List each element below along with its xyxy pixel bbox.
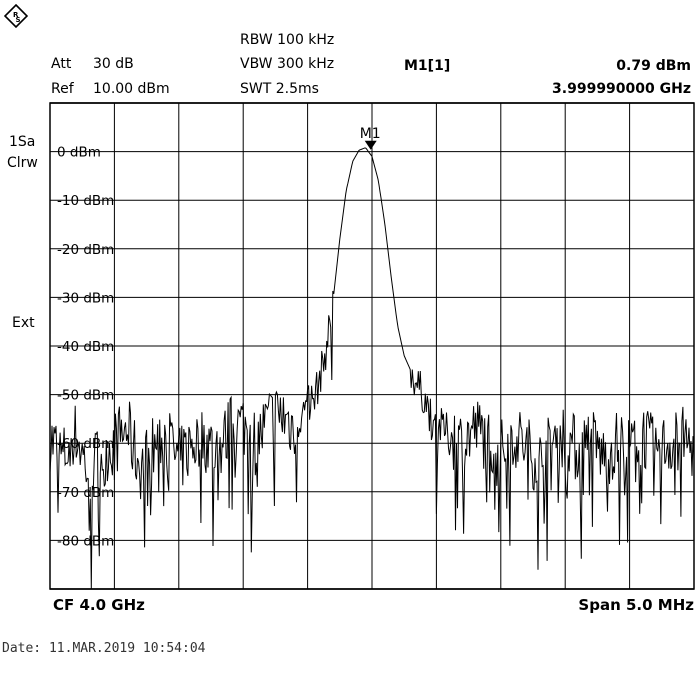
trace-mode-label: 1Sa [9,134,36,150]
marker-triangle-icon [364,140,377,150]
date-stamp: Date: 11.MAR.2019 10:54:04 [2,641,206,656]
svg-text:R: R [13,11,19,19]
att-label: Att [51,56,72,72]
vbw-setting: VBW 300 kHz [240,56,335,72]
svg-text:S: S [16,16,21,24]
ref-label: Ref [51,81,74,97]
y-tick-label: -10 dBm [57,193,114,209]
rbw-setting: RBW 100 kHz [240,32,335,48]
center-frequency: CF 4.0 GHz [53,596,145,614]
y-tick-label: -20 dBm [57,242,114,258]
y-tick-label: -50 dBm [57,388,114,404]
marker-layer: M1 [360,126,381,150]
y-tick-label: -70 dBm [57,485,114,501]
y-tick-label: -40 dBm [57,339,114,355]
spectrum-trace [49,147,695,589]
y-tick-label: -30 dBm [57,290,114,306]
marker-label: M1 [360,126,381,142]
marker-level: 0.79 dBm [616,58,691,74]
manufacturer-logo-icon: R S [4,4,28,28]
trace-layer [49,147,695,589]
y-tick-label: 0 dBm [57,145,101,161]
swt-setting: SWT 2.5ms [240,81,319,97]
trace-detector-label: Clrw [7,155,38,171]
grid [49,102,695,590]
marker-frequency: 3.999990000 GHz [552,81,691,97]
att-value: 30 dB [93,56,134,72]
y-tick-labels: 0 dBm -10 dBm -20 dBm -30 dBm -40 dBm -50 dBm… [57,145,114,550]
y-tick-label: -80 dBm [57,533,114,549]
trigger-label: Ext [12,315,35,331]
frequency-span: Span 5.0 MHz [578,596,694,614]
ref-value: 10.00 dBm [93,81,170,97]
marker-name: M1[1] [404,58,451,74]
